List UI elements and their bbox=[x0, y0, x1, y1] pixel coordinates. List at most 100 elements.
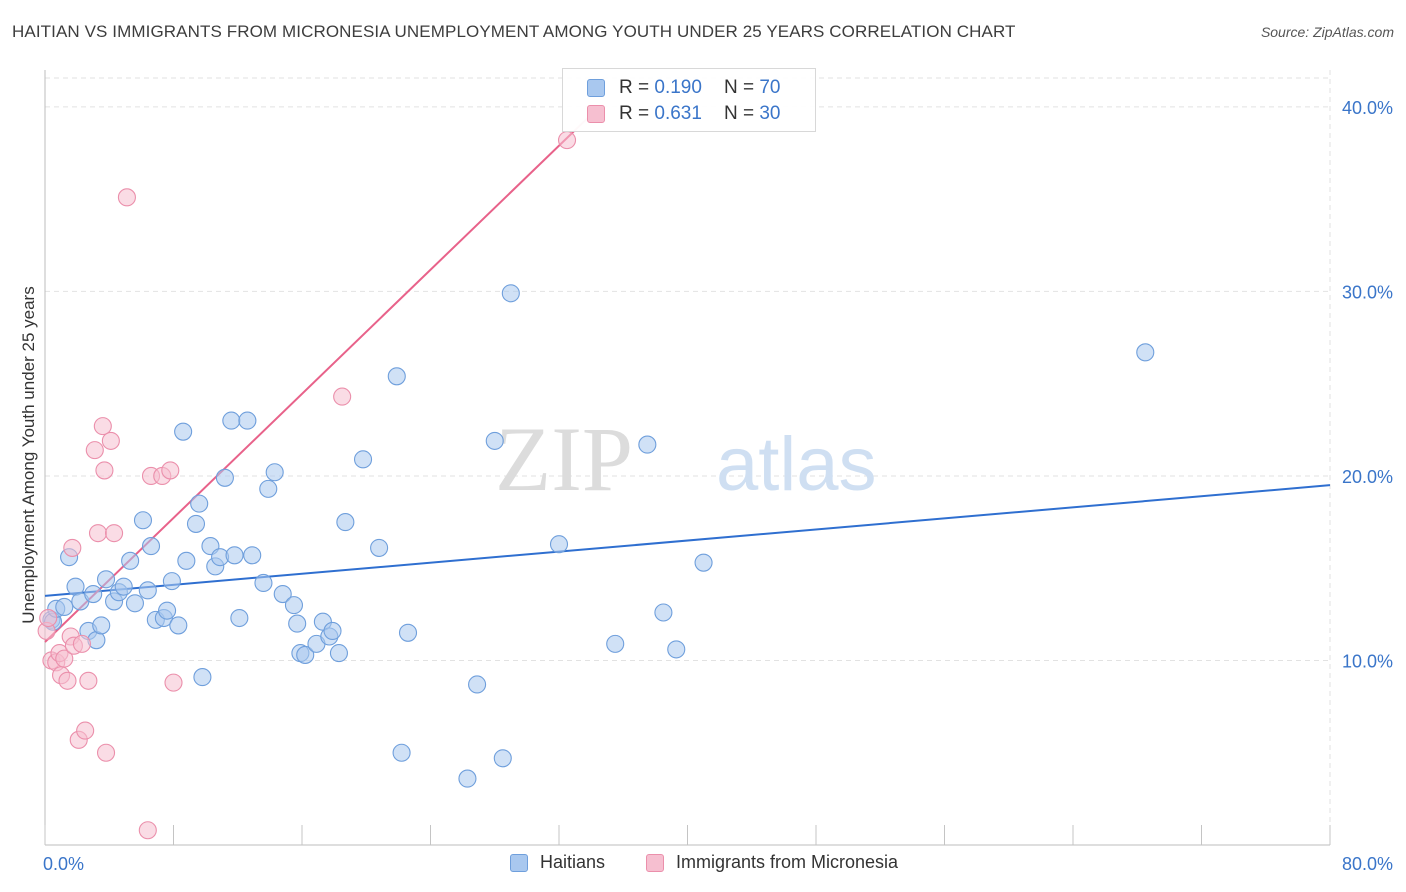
point-haitians bbox=[141, 537, 161, 556]
x-tick-label: 0.0% bbox=[43, 854, 84, 874]
legend-n-label: N = bbox=[723, 77, 755, 98]
point-haitians bbox=[387, 367, 406, 386]
point-haitians bbox=[654, 603, 673, 622]
point-haitians bbox=[638, 435, 657, 454]
point-haitians bbox=[84, 584, 103, 604]
point-haitians bbox=[254, 573, 273, 593]
point-haitians bbox=[193, 668, 212, 687]
legend-r-value: 0.190 bbox=[654, 77, 702, 98]
y-tick-label: 30.0% bbox=[1342, 282, 1393, 302]
source-label: Source: ZipAtlas.com bbox=[1260, 24, 1394, 40]
point-haitians bbox=[55, 597, 74, 617]
point-micronesia bbox=[105, 524, 124, 543]
point-haitians bbox=[92, 616, 111, 635]
legend-r-label: R = bbox=[619, 77, 650, 98]
point-haitians bbox=[485, 431, 504, 450]
legend-row-haitians[interactable]: R = 0.190 N = 70 bbox=[587, 77, 780, 99]
watermark-zip: ZIP bbox=[495, 408, 633, 510]
point-haitians bbox=[323, 621, 342, 641]
point-haitians bbox=[238, 411, 257, 430]
point-micronesia bbox=[63, 538, 82, 557]
point-haitians bbox=[370, 538, 389, 557]
point-haitians bbox=[392, 743, 411, 762]
point-haitians bbox=[215, 468, 234, 487]
point-haitians bbox=[190, 494, 209, 513]
watermark-atlas: atlas bbox=[716, 422, 877, 507]
point-haitians bbox=[694, 553, 713, 572]
y-tick-label: 20.0% bbox=[1342, 467, 1393, 487]
series-swatch-haitians bbox=[510, 853, 528, 872]
point-haitians bbox=[125, 594, 144, 613]
gridlines bbox=[45, 70, 1331, 845]
trend-line-haitians bbox=[44, 484, 1331, 597]
point-haitians bbox=[501, 284, 520, 303]
point-micronesia bbox=[95, 461, 114, 480]
point-haitians bbox=[1136, 343, 1155, 362]
point-micronesia bbox=[79, 671, 98, 690]
legend-row-micronesia[interactable]: R = 0.631 N = 30 bbox=[587, 103, 780, 125]
legend-swatch-haitians bbox=[587, 79, 605, 97]
y-tick-label: 10.0% bbox=[1342, 651, 1393, 671]
legend-n-label: N = bbox=[723, 103, 755, 124]
point-haitians bbox=[468, 675, 487, 694]
point-micronesia bbox=[557, 131, 577, 150]
series-legend-label: Haitians bbox=[540, 852, 606, 872]
point-haitians bbox=[265, 463, 284, 482]
point-micronesia bbox=[333, 387, 352, 406]
point-haitians bbox=[158, 601, 177, 620]
point-haitians bbox=[133, 511, 153, 530]
watermark: ZIP atlas bbox=[495, 408, 877, 510]
series-legend-haitians[interactable]: Haitians bbox=[510, 852, 605, 873]
point-haitians bbox=[186, 514, 206, 533]
point-haitians bbox=[458, 769, 477, 788]
axis-labels: 10.0% 20.0% 30.0% 40.0% 0.0% 80.0% Unemploymen… bbox=[19, 98, 1393, 874]
point-haitians bbox=[225, 546, 244, 565]
chart-title: HAITIAN VS IMMIGRANTS FROM MICRONESIA UN… bbox=[12, 22, 1016, 41]
point-micronesia bbox=[85, 441, 104, 460]
series-swatch-micronesia bbox=[646, 853, 664, 872]
trend-line-micronesia bbox=[44, 106, 600, 643]
point-haitians bbox=[162, 572, 181, 591]
legend-r-label: R = bbox=[619, 103, 650, 124]
point-haitians bbox=[259, 479, 278, 498]
point-haitians bbox=[336, 513, 355, 532]
point-haitians bbox=[174, 422, 193, 441]
point-haitians bbox=[121, 551, 140, 570]
y-axis-title: Unemployment Among Youth under 25 years bbox=[19, 286, 38, 623]
point-haitians bbox=[177, 551, 196, 570]
data-points bbox=[37, 131, 1155, 840]
point-micronesia bbox=[117, 188, 136, 207]
point-micronesia bbox=[76, 721, 95, 740]
axes bbox=[44, 70, 1331, 846]
point-micronesia bbox=[88, 524, 108, 543]
y-tick-label: 40.0% bbox=[1342, 98, 1393, 118]
point-micronesia bbox=[101, 431, 120, 450]
point-haitians bbox=[114, 577, 133, 596]
point-haitians bbox=[243, 546, 262, 565]
point-haitians bbox=[273, 584, 292, 604]
point-haitians bbox=[96, 570, 116, 589]
point-haitians bbox=[284, 596, 304, 615]
point-micronesia bbox=[39, 608, 58, 628]
point-haitians bbox=[138, 581, 157, 600]
point-haitians bbox=[230, 608, 249, 628]
legend-n-value: 70 bbox=[759, 77, 781, 98]
x-tick-label: 80.0% bbox=[1342, 854, 1393, 874]
legend-swatch-micronesia bbox=[587, 105, 605, 123]
legend-n-value: 30 bbox=[759, 103, 781, 124]
point-haitians bbox=[169, 616, 188, 635]
point-haitians bbox=[549, 535, 569, 554]
point-haitians bbox=[606, 634, 625, 653]
point-haitians bbox=[398, 623, 418, 642]
series-legend: Haitians Immigrants from Micronesia bbox=[0, 852, 1406, 876]
point-micronesia bbox=[55, 649, 74, 668]
point-micronesia bbox=[161, 461, 180, 480]
point-micronesia bbox=[72, 634, 91, 653]
series-legend-label: Immigrants from Micronesia bbox=[676, 852, 899, 872]
point-micronesia bbox=[164, 673, 183, 692]
series-legend-micronesia[interactable]: Immigrants from Micronesia bbox=[646, 852, 898, 873]
legend-r-value: 0.631 bbox=[654, 103, 702, 124]
point-haitians bbox=[493, 749, 512, 768]
point-haitians bbox=[329, 644, 348, 663]
